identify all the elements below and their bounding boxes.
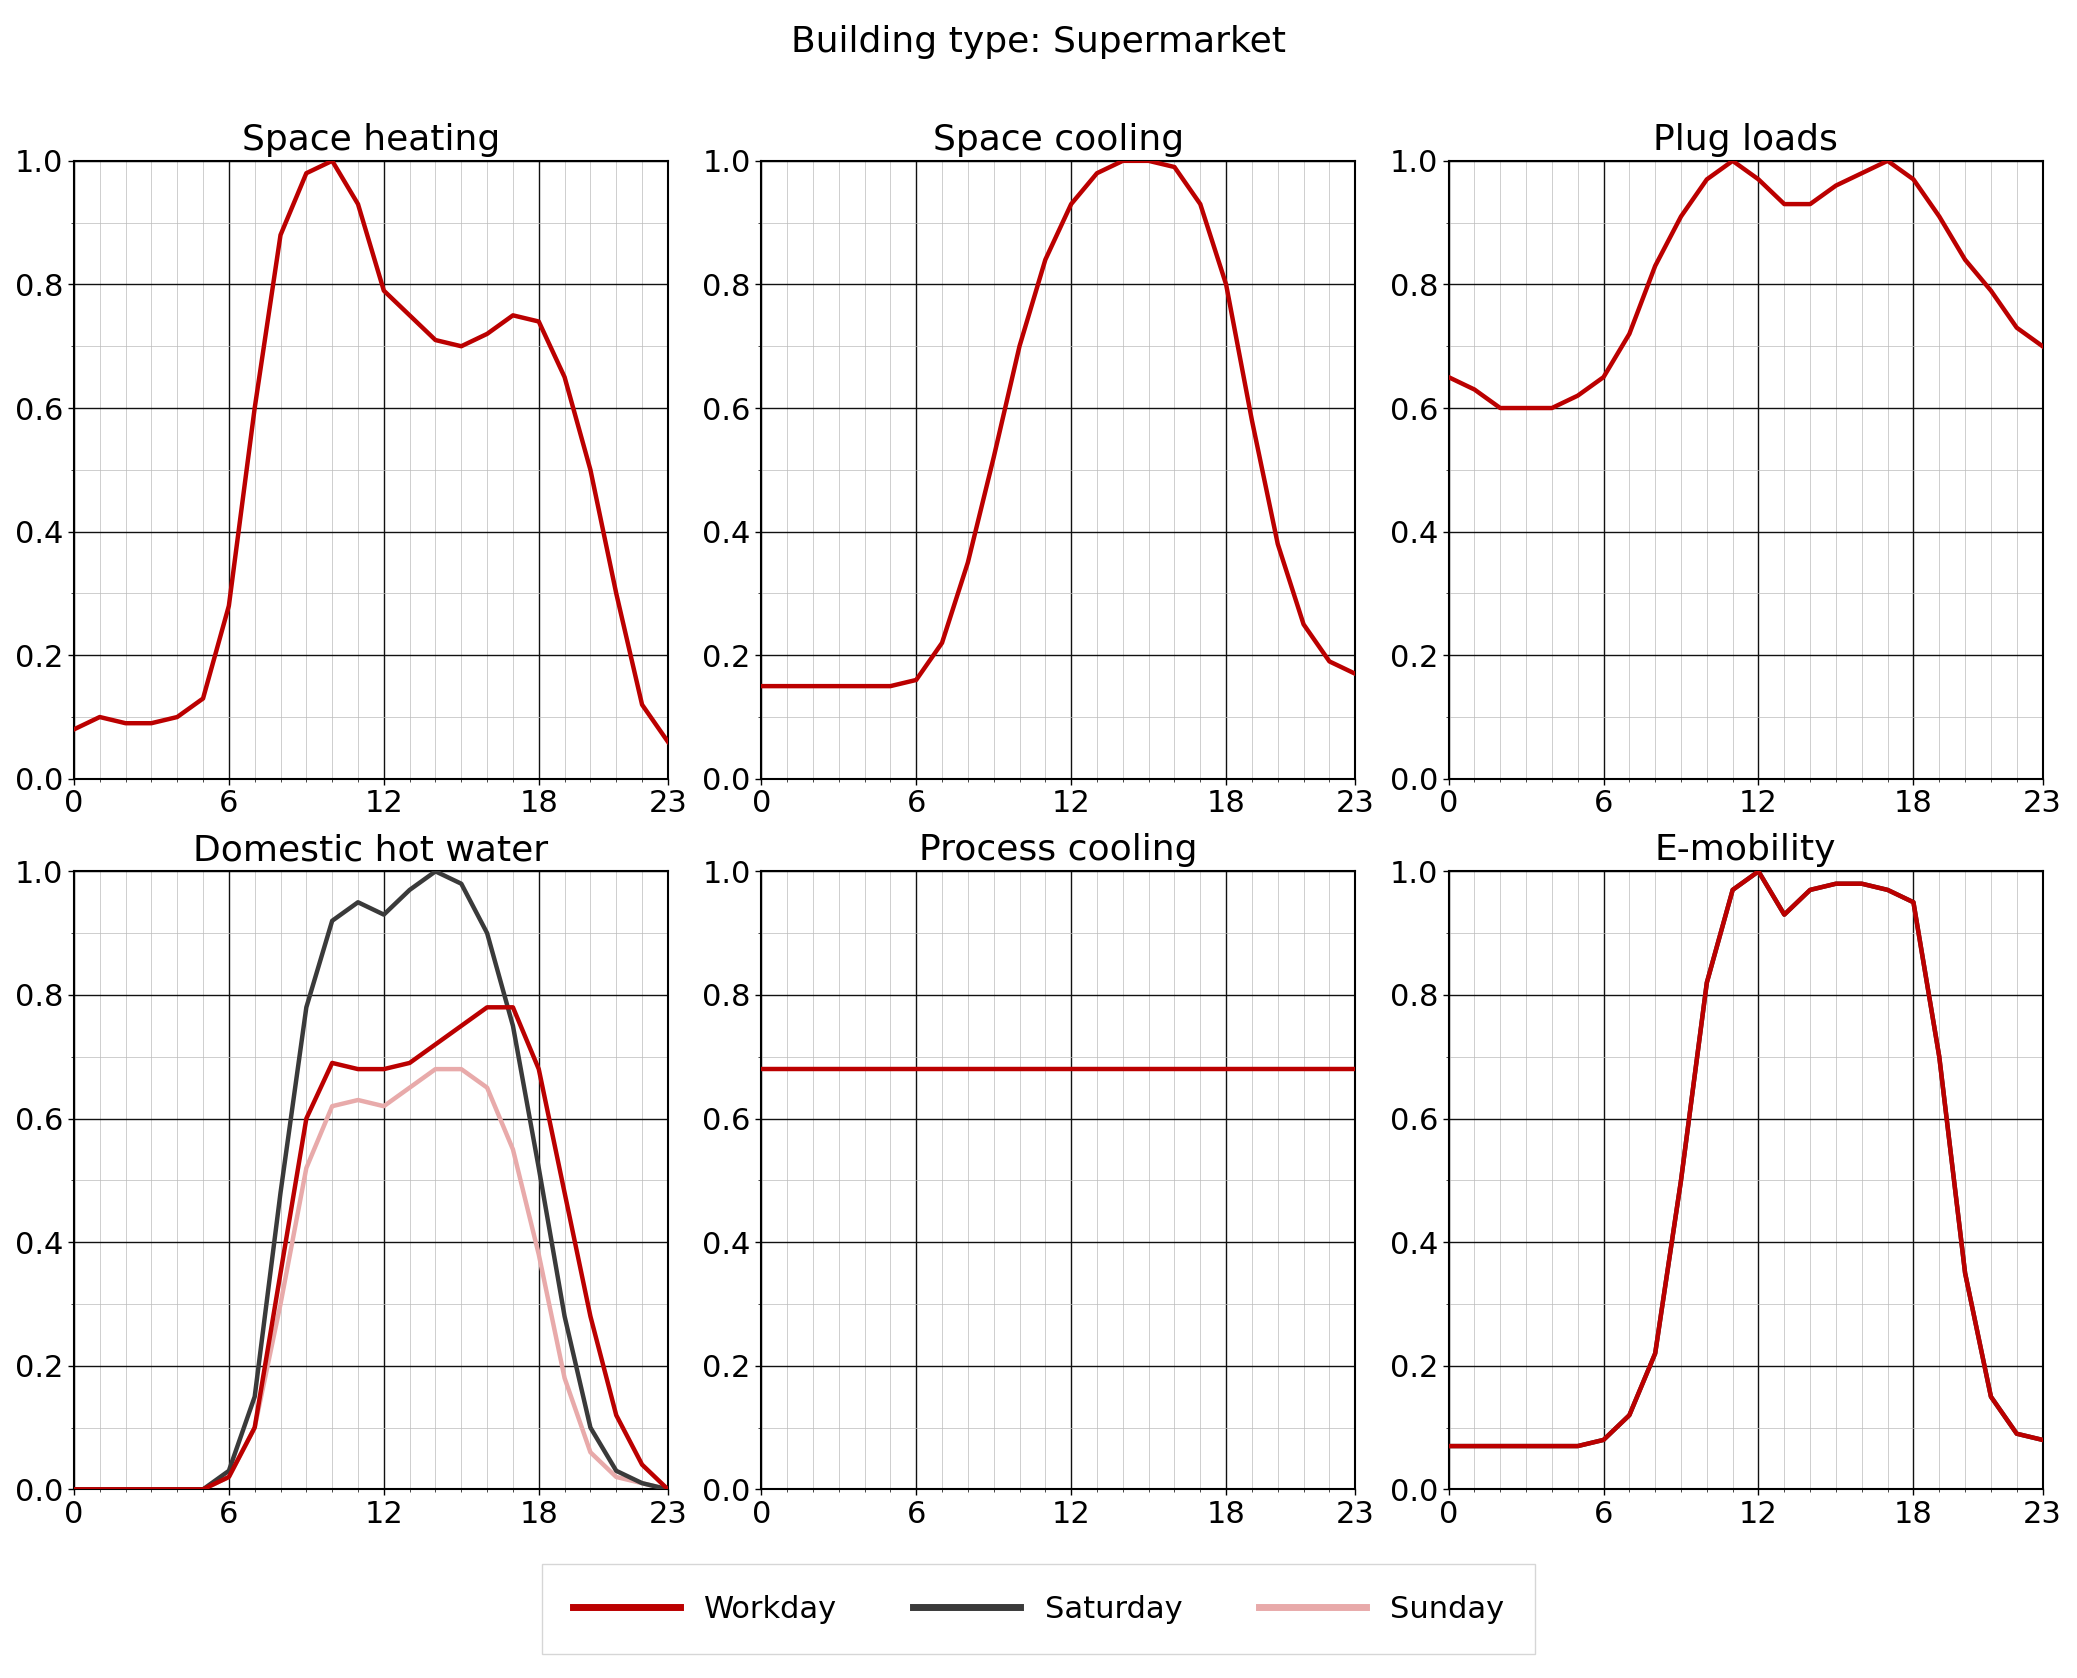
Legend: Workday, Saturday, Sunday: Workday, Saturday, Sunday	[542, 1564, 1535, 1655]
Title: Process cooling: Process cooling	[918, 834, 1198, 868]
Title: Plug loads: Plug loads	[1653, 122, 1838, 156]
Title: Space heating: Space heating	[241, 122, 501, 156]
Title: E-mobility: E-mobility	[1655, 834, 1836, 868]
Title: Space cooling: Space cooling	[933, 122, 1184, 156]
Title: Domestic hot water: Domestic hot water	[193, 834, 548, 868]
Text: Building type: Supermarket: Building type: Supermarket	[791, 25, 1286, 59]
